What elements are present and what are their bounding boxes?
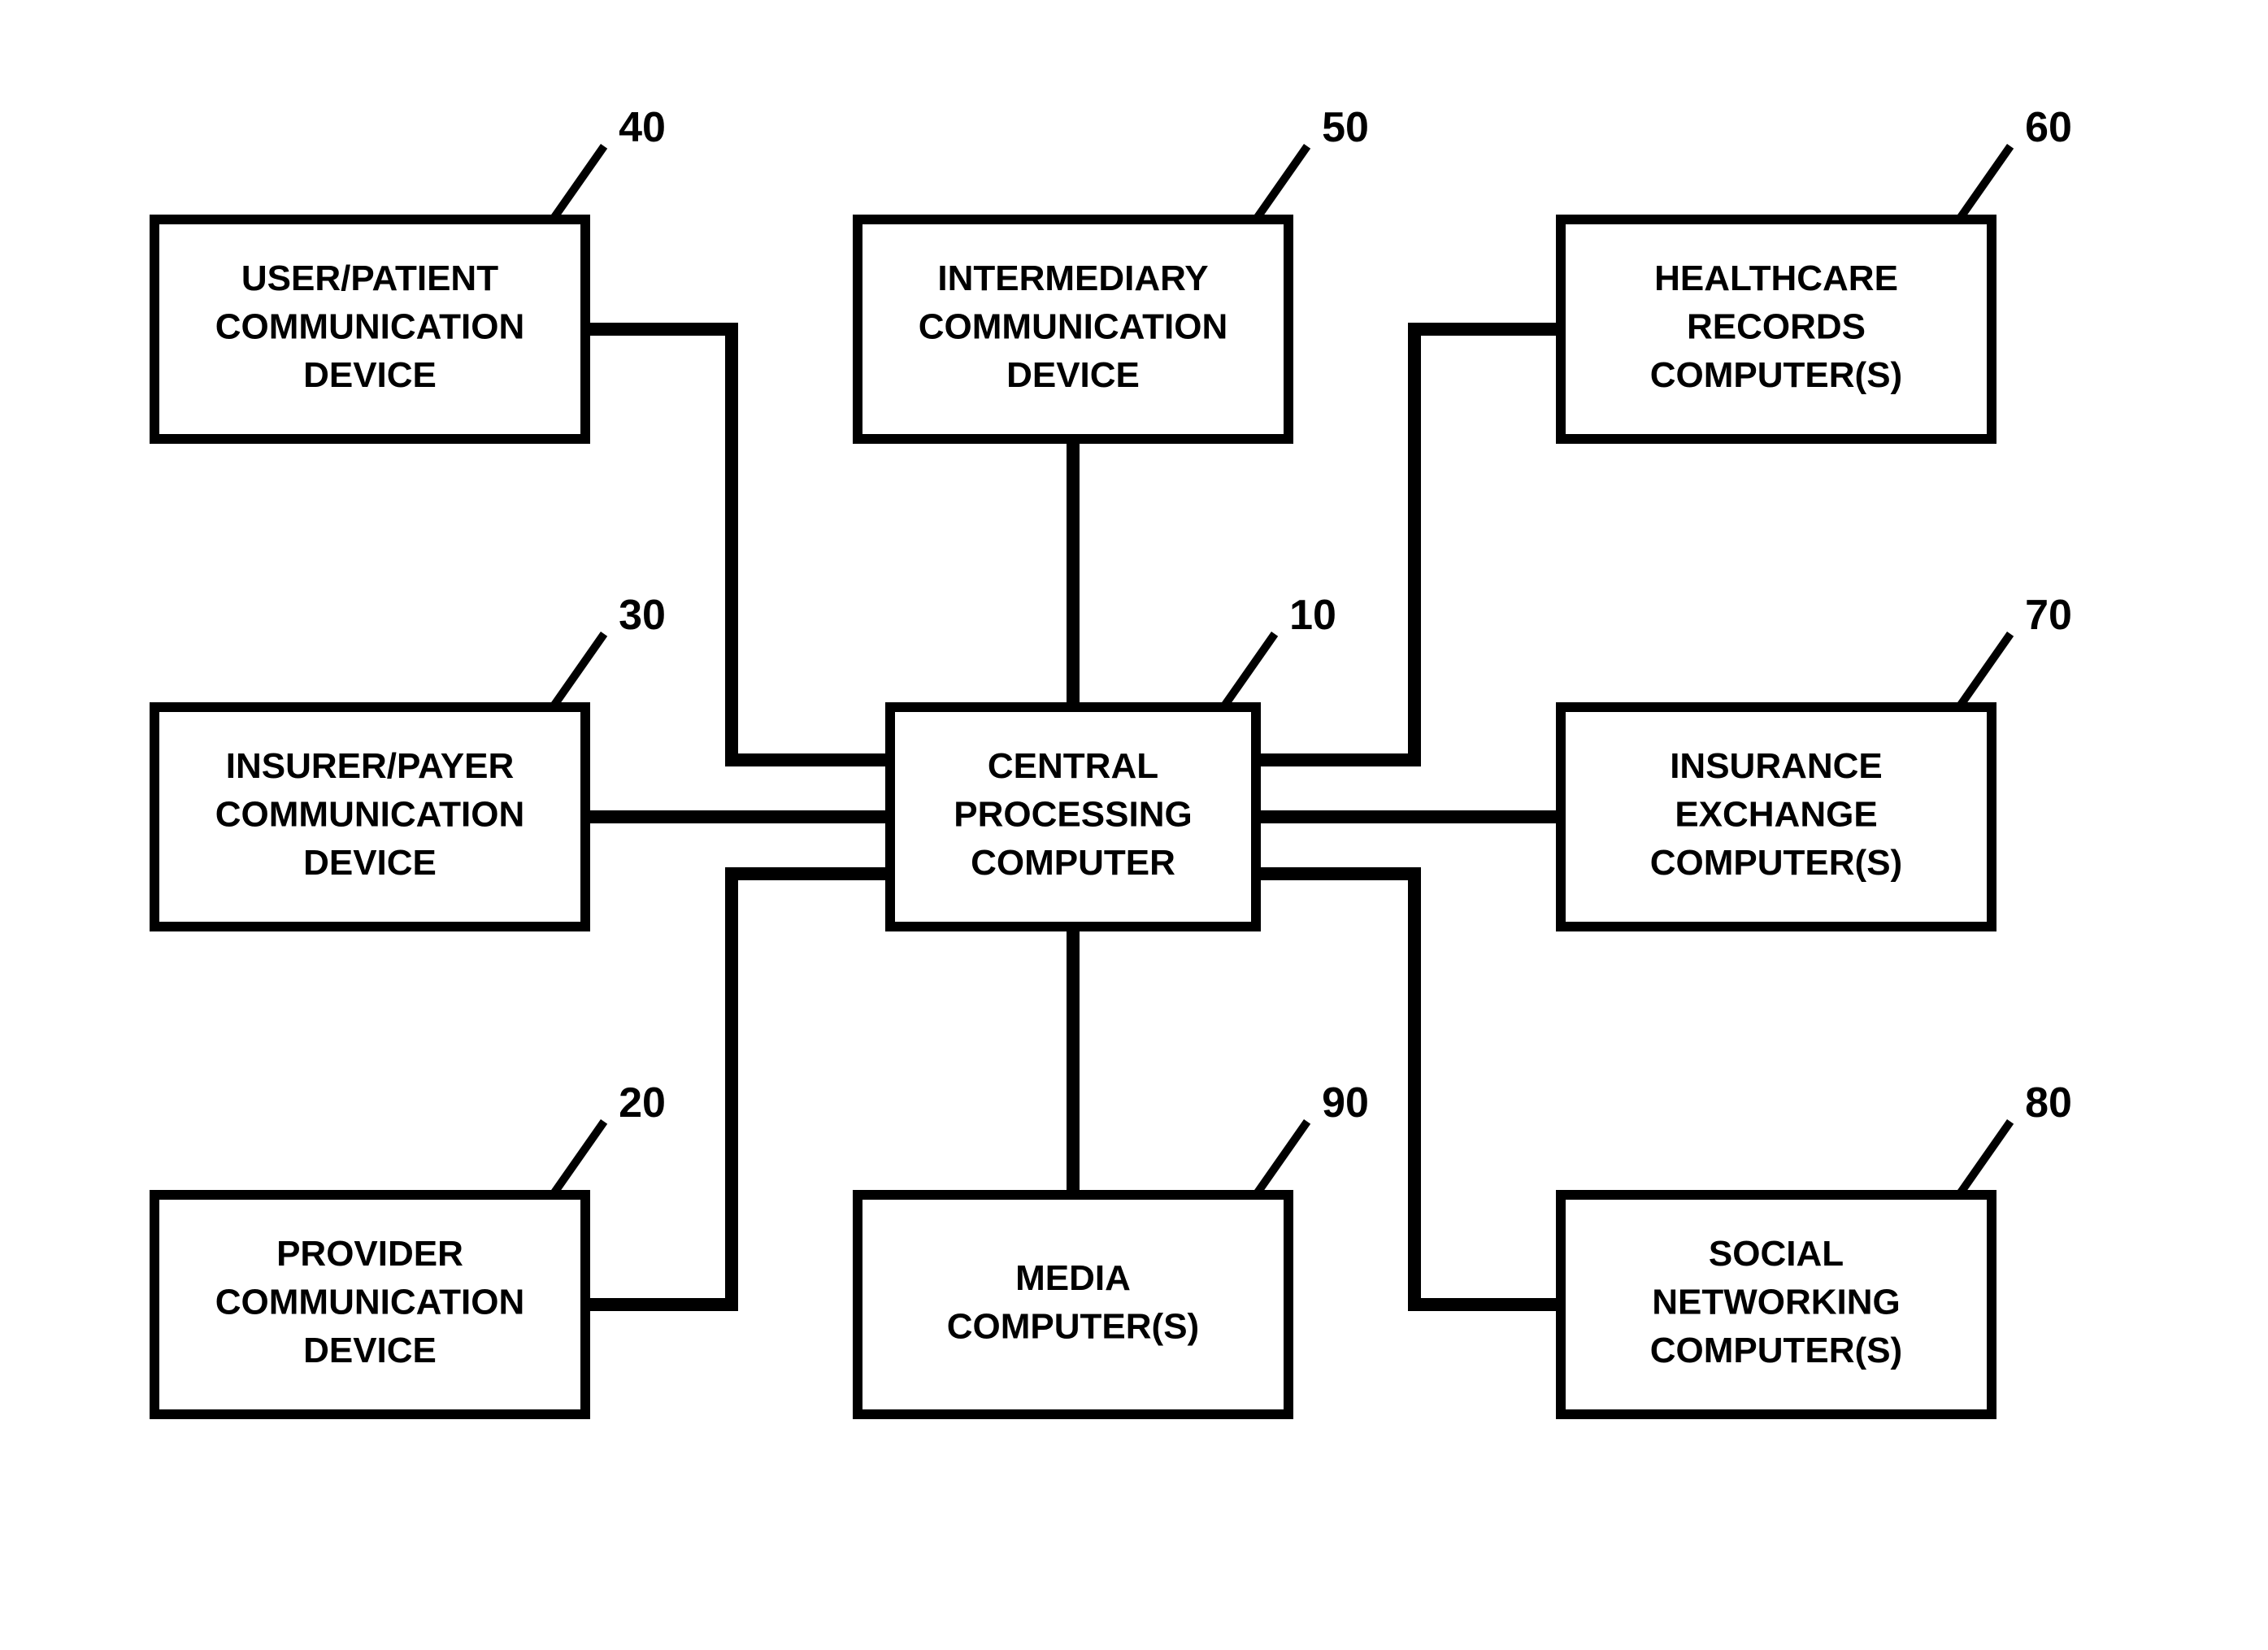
node-label-line: COMMUNICATION: [215, 307, 524, 347]
edge-n60-n10: [1256, 329, 1561, 760]
ref-number: 40: [619, 104, 666, 151]
nodes-layer: 10 CENTRAL PROCESSING COMPUTER 40 USER/PATIEN…: [154, 104, 2072, 1414]
ref-tick: [1256, 1122, 1307, 1195]
ref-tick: [1256, 146, 1307, 219]
node-n90: 90 MEDIA COMPUTER(S): [858, 1079, 1369, 1414]
ref-tick: [1959, 634, 2010, 707]
node-label-line: NETWORKING: [1652, 1283, 1901, 1322]
ref-tick: [553, 146, 604, 219]
node-label-line: DEVICE: [303, 1331, 437, 1370]
ref-number: 70: [2025, 592, 2072, 639]
node-label-line: HEALTHCARE: [1654, 258, 1898, 298]
node-n40: 40 USER/PATIENT COMMUNICATION DEVICE: [154, 104, 666, 439]
node-n60: 60 HEALTHCARE RECORDS COMPUTER(S): [1561, 104, 2072, 439]
node-box: [858, 1195, 1288, 1414]
ref-number: 90: [1322, 1079, 1369, 1127]
node-label-line: PROVIDER: [276, 1234, 463, 1274]
node-label-line: INSURANCE: [1670, 746, 1883, 786]
node-label-line: COMPUTER(S): [947, 1306, 1199, 1346]
node-label-line: INTERMEDIARY: [937, 258, 1208, 298]
node-label-line: MEDIA: [1015, 1258, 1131, 1298]
ref-tick: [1223, 634, 1275, 707]
node-label-line: DEVICE: [303, 355, 437, 395]
ref-number: 80: [2025, 1079, 2072, 1127]
node-label-line: DEVICE: [1006, 355, 1140, 395]
ref-number: 30: [619, 592, 666, 639]
node-label-line: COMMUNICATION: [215, 795, 524, 835]
node-n80: 80 SOCIAL NETWORKING COMPUTER(S): [1561, 1079, 2072, 1414]
node-label-line: COMMUNICATION: [215, 1283, 524, 1322]
node-label-line: CENTRAL: [988, 746, 1158, 786]
ref-tick: [1959, 146, 2010, 219]
ref-tick: [553, 1122, 604, 1195]
node-label-line: COMPUTER: [971, 843, 1175, 883]
edge-n40-n10: [585, 329, 890, 760]
node-n30: 30 INSURER/PAYER COMMUNICATION DEVICE: [154, 592, 666, 927]
ref-tick: [553, 634, 604, 707]
node-label-line: RECORDS: [1687, 307, 1866, 347]
node-label-line: PROCESSING: [954, 795, 1192, 835]
ref-number: 10: [1289, 592, 1336, 639]
node-label-line: COMPUTER(S): [1650, 1331, 1902, 1370]
ref-number: 50: [1322, 104, 1369, 151]
node-label-line: INSURER/PAYER: [226, 746, 515, 786]
node-label-line: COMPUTER(S): [1650, 355, 1902, 395]
ref-tick: [1959, 1122, 2010, 1195]
node-n50: 50 INTERMEDIARY COMMUNICATION DEVICE: [858, 104, 1369, 439]
node-label-line: COMPUTER(S): [1650, 843, 1902, 883]
node-label-line: USER/PATIENT: [241, 258, 498, 298]
node-label-line: COMMUNICATION: [919, 307, 1227, 347]
node-n70: 70 INSURANCE EXCHANGE COMPUTER(S): [1561, 592, 2072, 927]
node-label-line: EXCHANGE: [1675, 795, 1877, 835]
edge-n80-n10: [1256, 874, 1561, 1305]
ref-number: 20: [619, 1079, 666, 1127]
node-label-line: DEVICE: [303, 843, 437, 883]
ref-number: 60: [2025, 104, 2072, 151]
node-n20: 20 PROVIDER COMMUNICATION DEVICE: [154, 1079, 666, 1414]
node-label-line: SOCIAL: [1709, 1234, 1844, 1274]
